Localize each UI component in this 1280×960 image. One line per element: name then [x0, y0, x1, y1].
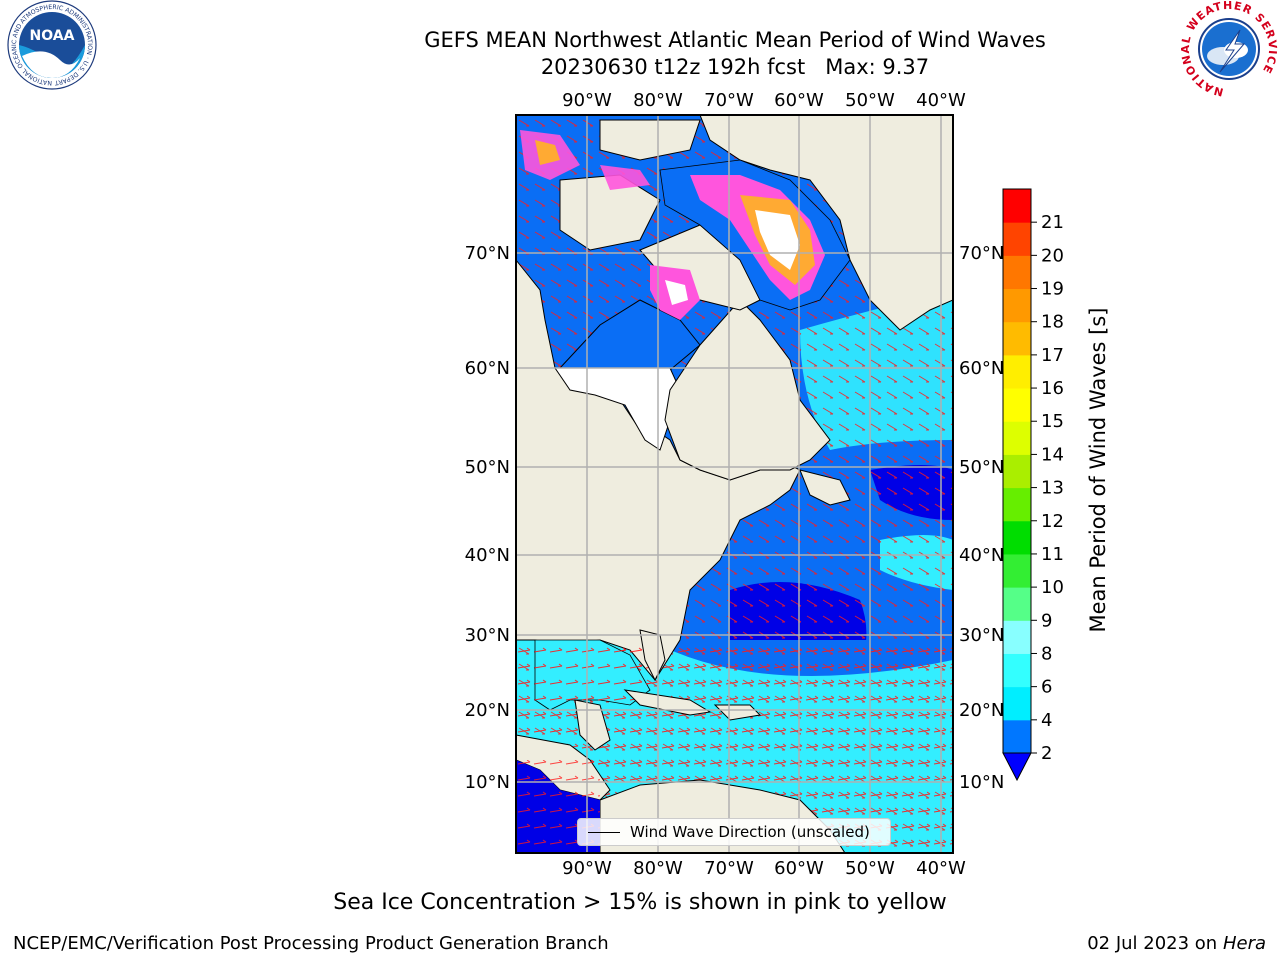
- colorbar-segment: [1003, 421, 1031, 455]
- cuba: [623, 689, 712, 716]
- map-frame: [515, 114, 954, 854]
- lon-label-bottom: 50°W: [845, 858, 895, 879]
- lon-label-bottom: 80°W: [633, 858, 683, 879]
- map-graticule: [516, 115, 953, 853]
- lon-label-bottom: 90°W: [562, 858, 612, 879]
- colorbar-segment: [1003, 587, 1031, 621]
- colorbar-segment: [1003, 189, 1031, 223]
- legend-line-swatch: [588, 832, 620, 833]
- lon-label-top: 40°W: [916, 90, 966, 111]
- lon-label-top: 60°W: [774, 90, 824, 111]
- lat-label-left: 50°N: [465, 457, 510, 478]
- colorbar-segment: [1003, 553, 1031, 588]
- footer-date: 02 Jul 2023 on Hera: [1087, 933, 1266, 954]
- colorbar: 2 4 6 8 9 10 11 12 13 14 15 16 17 18 19 20 21: [1002, 188, 1064, 782]
- colorbar-tick-label: 13: [1041, 478, 1064, 499]
- lon-label-bottom: 40°W: [916, 858, 966, 879]
- colorbar-under-arrow: [1002, 752, 1032, 782]
- colorbar-title: Mean Period of Wind Waves [s]: [1086, 307, 1110, 633]
- colorbar-tick-label: 15: [1041, 411, 1064, 432]
- colorbar-segment: [1003, 288, 1031, 323]
- lat-label-left: 40°N: [465, 545, 510, 566]
- lat-label-right: 30°N: [959, 625, 1004, 646]
- colorbar-segment: [1003, 321, 1031, 356]
- lat-label-right: 40°N: [959, 545, 1004, 566]
- lat-label-right: 50°N: [959, 457, 1004, 478]
- sea-ice-white: [755, 210, 800, 270]
- lat-label-right: 20°N: [959, 700, 1004, 721]
- colorbar-tick-label: 12: [1041, 511, 1064, 532]
- colorbar-tick-label: 18: [1041, 312, 1064, 333]
- colorbar-segment: [1003, 686, 1031, 721]
- lat-label-right: 70°N: [959, 243, 1004, 264]
- legend-label: Wind Wave Direction (unscaled): [630, 823, 870, 841]
- colorbar-tick-label: 17: [1041, 345, 1064, 366]
- colorbar-tick-label: 10: [1041, 577, 1064, 598]
- map-field: [516, 115, 953, 853]
- colorbar-segment: [1003, 454, 1031, 489]
- colorbar-segment: [1003, 388, 1031, 422]
- colorbar-tick-label: 16: [1041, 378, 1064, 399]
- colorbar-segment: [1003, 653, 1031, 688]
- colorbar-segment: [1003, 222, 1031, 256]
- colorbar-frame: [1002, 188, 1032, 754]
- lat-label-left: 60°N: [465, 358, 510, 379]
- lat-label-right: 10°N: [959, 772, 1004, 793]
- colorbar-tick-label: 8: [1041, 643, 1052, 664]
- colorbar-segment: [1003, 719, 1031, 754]
- colorbar-tick-label: 14: [1041, 444, 1064, 465]
- lat-label-left: 20°N: [465, 700, 510, 721]
- lon-label-bottom: 60°W: [774, 858, 824, 879]
- lon-label-top: 70°W: [704, 90, 754, 111]
- footer-credit: NCEP/EMC/Verification Post Processing Pr…: [13, 933, 609, 954]
- colorbar-segment: [1003, 255, 1031, 290]
- colorbar-tick-label: 11: [1041, 544, 1064, 565]
- noaa-logo-text: NOAA: [30, 28, 75, 44]
- hispaniola: [713, 704, 762, 721]
- colorbar-segment: [1003, 520, 1031, 555]
- lat-label-left: 70°N: [465, 243, 510, 264]
- labrador-land: [664, 299, 831, 481]
- footer-date-text: 02 Jul 2023 on: [1087, 933, 1223, 954]
- colorbar-tick-label: 21: [1041, 212, 1064, 233]
- lon-label-bottom: 70°W: [704, 858, 754, 879]
- colorbar-segment: [1003, 487, 1031, 522]
- lat-label-left: 30°N: [465, 625, 510, 646]
- newfoundland: [799, 469, 851, 506]
- colorbar-segment: [1003, 620, 1031, 654]
- lon-label-top: 50°W: [845, 90, 895, 111]
- ellesmere-island: [599, 119, 701, 161]
- footer-host: Hera: [1222, 933, 1266, 954]
- colorbar-tick-label: 19: [1041, 279, 1064, 300]
- colorbar-segment: [1003, 354, 1031, 389]
- sea-ice-caption: Sea Ice Concentration > 15% is shown in …: [333, 890, 947, 915]
- map-subtitle: 20230630 t12z 192h fcst Max: 9.37: [540, 55, 930, 79]
- lat-label-right: 60°N: [959, 358, 1004, 379]
- noaa-logo: NATIONAL OCEANIC AND ATMOSPHERIC ADMINIS…: [0, 0, 97, 90]
- lon-label-top: 80°W: [633, 90, 683, 111]
- yucatan: [574, 699, 611, 751]
- colorbar-tick-label: 4: [1041, 710, 1052, 731]
- colorbar-tick-label: 9: [1041, 610, 1052, 631]
- lon-label-top: 90°W: [562, 90, 612, 111]
- lat-label-left: 10°N: [465, 772, 510, 793]
- nws-logo: NATIONAL WEATHER SERVICE: [1179, 0, 1278, 99]
- colorbar-tick-label: 6: [1041, 677, 1052, 698]
- colorbar-tick-label: 20: [1041, 245, 1064, 266]
- map-title: GEFS MEAN Northwest Atlantic Mean Period…: [424, 28, 1046, 52]
- map-legend: Wind Wave Direction (unscaled): [577, 818, 891, 846]
- colorbar-tick-label: 2: [1041, 743, 1052, 764]
